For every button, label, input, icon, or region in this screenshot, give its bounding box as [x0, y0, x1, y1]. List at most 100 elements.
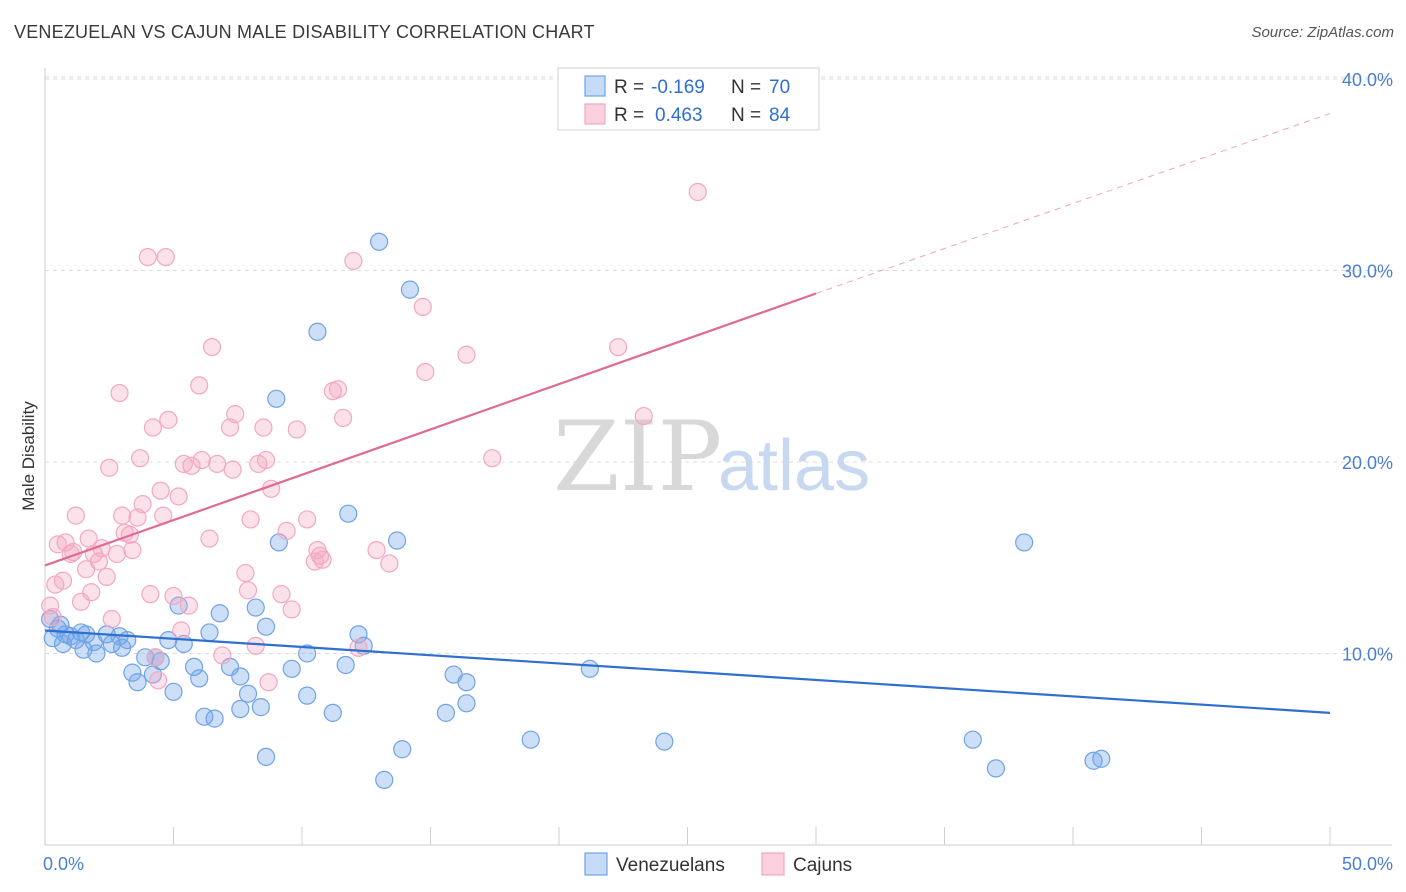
venezuelans-point — [308, 322, 327, 341]
legend-r-label-cajuns: R = — [614, 105, 644, 126]
cajuns-point — [457, 345, 476, 364]
venezuelans-point — [370, 232, 389, 251]
cajuns-point — [367, 540, 386, 560]
legend-r-label-venezuelans: R = — [614, 77, 644, 98]
cajuns-point — [123, 540, 142, 560]
legend-n-value-venezuelans: 70 — [769, 77, 790, 98]
trend-lines — [44, 112, 1331, 714]
cajuns-point — [179, 596, 199, 615]
venezuelans-point — [112, 638, 132, 657]
venezuelans-point — [580, 659, 599, 678]
cajuns-point — [246, 636, 265, 655]
cajuns-point — [223, 460, 242, 479]
venezuelans-point — [282, 659, 301, 678]
cajuns-point — [416, 362, 435, 382]
cajuns-point — [110, 383, 129, 403]
legend-n-label-venezuelans: N = — [731, 77, 761, 98]
venezuelans-point — [400, 280, 420, 299]
legend-r-value-venezuelans: -0.169 — [651, 77, 705, 98]
venezuelans-point — [336, 655, 355, 675]
cajuns-point — [151, 481, 170, 500]
bottom-legend-venezuelans: Venezuelans — [616, 855, 725, 876]
venezuelans-point — [164, 682, 183, 701]
x-tick-labels: 0.0% 50.0% — [43, 854, 1393, 874]
cajuns-point — [208, 454, 227, 474]
cajuns-point — [53, 571, 73, 590]
venezuelans-trend-line — [44, 629, 1331, 714]
cajuns-point — [102, 609, 121, 629]
legend-r-value-cajuns: 0.463 — [655, 105, 703, 126]
venezuelans-point — [200, 623, 219, 642]
venezuelans-point — [169, 596, 188, 615]
venezuelans-point — [387, 531, 407, 550]
bottom-legend: Venezuelans Cajuns — [584, 852, 852, 876]
cajuns-point — [112, 506, 132, 525]
cajuns-point — [128, 508, 147, 527]
venezuelans-point — [136, 648, 155, 667]
cajuns-point — [226, 405, 245, 424]
cajuns-point — [190, 376, 209, 395]
venezuelans-point — [128, 673, 147, 692]
cajuns-point — [156, 247, 175, 267]
legend-n-value-cajuns: 84 — [769, 105, 791, 126]
cajuns-point — [220, 418, 240, 437]
cajuns-point — [238, 581, 258, 600]
cajuns-point — [148, 671, 168, 690]
venezuelans-point — [246, 598, 265, 617]
cajuns-point — [100, 458, 119, 477]
bottom-legend-swatch-cajuns — [761, 852, 785, 876]
cajuns-point — [89, 552, 109, 571]
venezuelans-point — [143, 665, 163, 684]
bottom-legend-cajuns: Cajuns — [793, 855, 852, 876]
venezuelans-point — [51, 615, 70, 634]
cajuns-point — [66, 506, 85, 525]
cajuns-point — [97, 567, 116, 587]
cajuns-point — [107, 544, 127, 564]
cajuns-point — [287, 420, 306, 439]
venezuelans-point — [375, 770, 394, 789]
cajuns-point — [202, 338, 222, 357]
cajuns-point — [164, 586, 183, 606]
cajuns-point — [146, 648, 165, 667]
venezuelans-point — [655, 732, 674, 751]
venezuelans-point — [267, 389, 286, 408]
cajuns-points — [41, 182, 707, 692]
venezuelans-point — [123, 663, 142, 682]
venezuelans-point — [238, 684, 258, 703]
y-tick-label-1: 20.0% — [1342, 453, 1393, 473]
venezuelans-point — [298, 644, 317, 663]
venezuelans-point — [457, 673, 476, 692]
cajuns-point — [609, 338, 628, 357]
cajuns-point — [192, 450, 211, 470]
cajuns-point — [328, 380, 348, 399]
bottom-legend-swatch-venezuelans — [584, 852, 608, 876]
venezuelans-point — [1015, 533, 1034, 552]
cajuns-point — [133, 495, 152, 514]
venezuelans-point — [339, 504, 358, 523]
chart-title: VENEZUELAN VS CAJUN MALE DISABILITY CORR… — [14, 22, 595, 42]
cajuns-point — [349, 638, 368, 657]
cajuns-point — [236, 563, 255, 583]
venezuelans-point — [231, 699, 250, 719]
y-tick-labels: 10.0% 20.0% 30.0% 40.0% — [1342, 70, 1393, 665]
cajuns-point — [182, 456, 201, 475]
venezuelans-point — [210, 604, 229, 623]
axes — [44, 68, 1392, 846]
cajuns-point — [169, 487, 188, 506]
cajuns-point — [344, 251, 363, 271]
cajuns-point — [413, 297, 432, 316]
cajuns-point — [272, 585, 291, 604]
cajuns-point — [256, 450, 276, 470]
venezuelans-point — [74, 640, 93, 659]
cajuns-point — [259, 673, 278, 692]
legend-n-label-cajuns: N = — [731, 105, 761, 126]
y-tick-label-2: 30.0% — [1342, 262, 1393, 282]
y-tick-label-3: 40.0% — [1342, 70, 1393, 90]
venezuelans-point — [190, 669, 209, 688]
venezuelans-point — [986, 759, 1006, 778]
cajuns-point — [159, 410, 178, 429]
watermark: ZIP atlas — [553, 401, 870, 513]
cajuns-point — [41, 596, 60, 615]
legend-swatch-venezuelans — [584, 75, 606, 97]
